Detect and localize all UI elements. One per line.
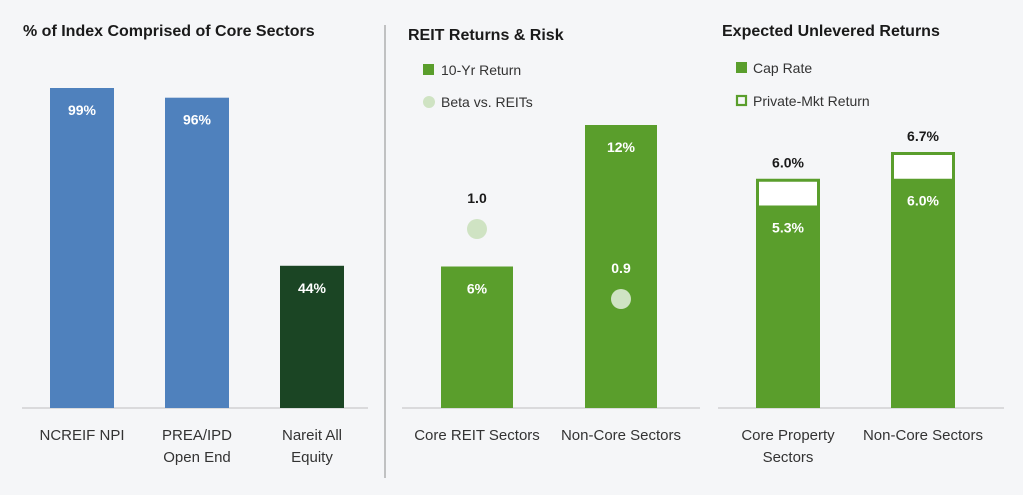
x-tick-label: Non-Core Sectors: [561, 427, 681, 444]
bar-value-label: 99%: [68, 102, 97, 118]
legend-swatch-10yr-return: [423, 64, 434, 75]
bar-10yr-return: [585, 125, 657, 408]
x-tick-label: Nareit All: [282, 427, 342, 444]
bar-2: [165, 97, 229, 409]
point-beta: [467, 219, 487, 239]
x-tick-label: Equity: [291, 449, 333, 466]
bar-value-label: 12%: [607, 139, 636, 155]
panel-expected-unlevered-returns: Expected Unlevered Returns Cap Rate Priv…: [718, 23, 1004, 466]
bar-10yr-return: [441, 266, 513, 408]
bar-value-label: 44%: [298, 280, 327, 296]
point-beta: [611, 289, 631, 309]
x-tick-label: Core REIT Sectors: [414, 427, 540, 444]
bar-value-label: 5.3%: [772, 219, 804, 235]
panel-index-core-sectors: % of Index Comprised of Core Sectors 99%…: [22, 23, 368, 466]
chart-3-title: Expected Unlevered Returns: [722, 23, 940, 40]
legend-swatch-beta: [423, 96, 435, 108]
point-value-label: 0.9: [611, 260, 631, 276]
bar-value-label: 6.0%: [772, 155, 804, 171]
point-value-label: 1.0: [467, 190, 487, 206]
legend-label-private-mkt-return: Private-Mkt Return: [753, 93, 870, 109]
legend-swatch-cap-rate: [736, 62, 747, 73]
bar-value-label: 6%: [467, 281, 488, 297]
legend-label-beta: Beta vs. REITs: [441, 94, 533, 110]
legend-swatch-private-mkt-return: [735, 94, 748, 107]
x-tick-label: Non-Core Sectors: [863, 427, 983, 444]
bar-value-label: 6.7%: [907, 128, 939, 144]
chart-1-title: % of Index Comprised of Core Sectors: [23, 23, 315, 40]
legend-label-cap-rate: Cap Rate: [753, 60, 812, 76]
x-tick-label: Sectors: [763, 449, 814, 466]
bar-cap-rate: [756, 205, 820, 408]
x-tick-label: PREA/IPD: [162, 427, 232, 444]
bar-3: [280, 265, 344, 408]
x-tick-label: NCREIF NPI: [39, 427, 124, 444]
legend-label-10yr-return: 10-Yr Return: [441, 62, 521, 78]
bar-value-label: 96%: [183, 112, 212, 128]
bar-1: [50, 88, 114, 408]
bar-cap-rate: [891, 178, 955, 408]
panel-reit-returns-risk: REIT Returns & Risk 10-Yr Return Beta vs…: [402, 27, 700, 444]
x-tick-label: Open End: [163, 449, 231, 466]
bar-value-label: 6.0%: [907, 193, 939, 209]
x-tick-label: Core Property: [741, 427, 835, 444]
chart-2-title: REIT Returns & Risk: [408, 27, 564, 44]
